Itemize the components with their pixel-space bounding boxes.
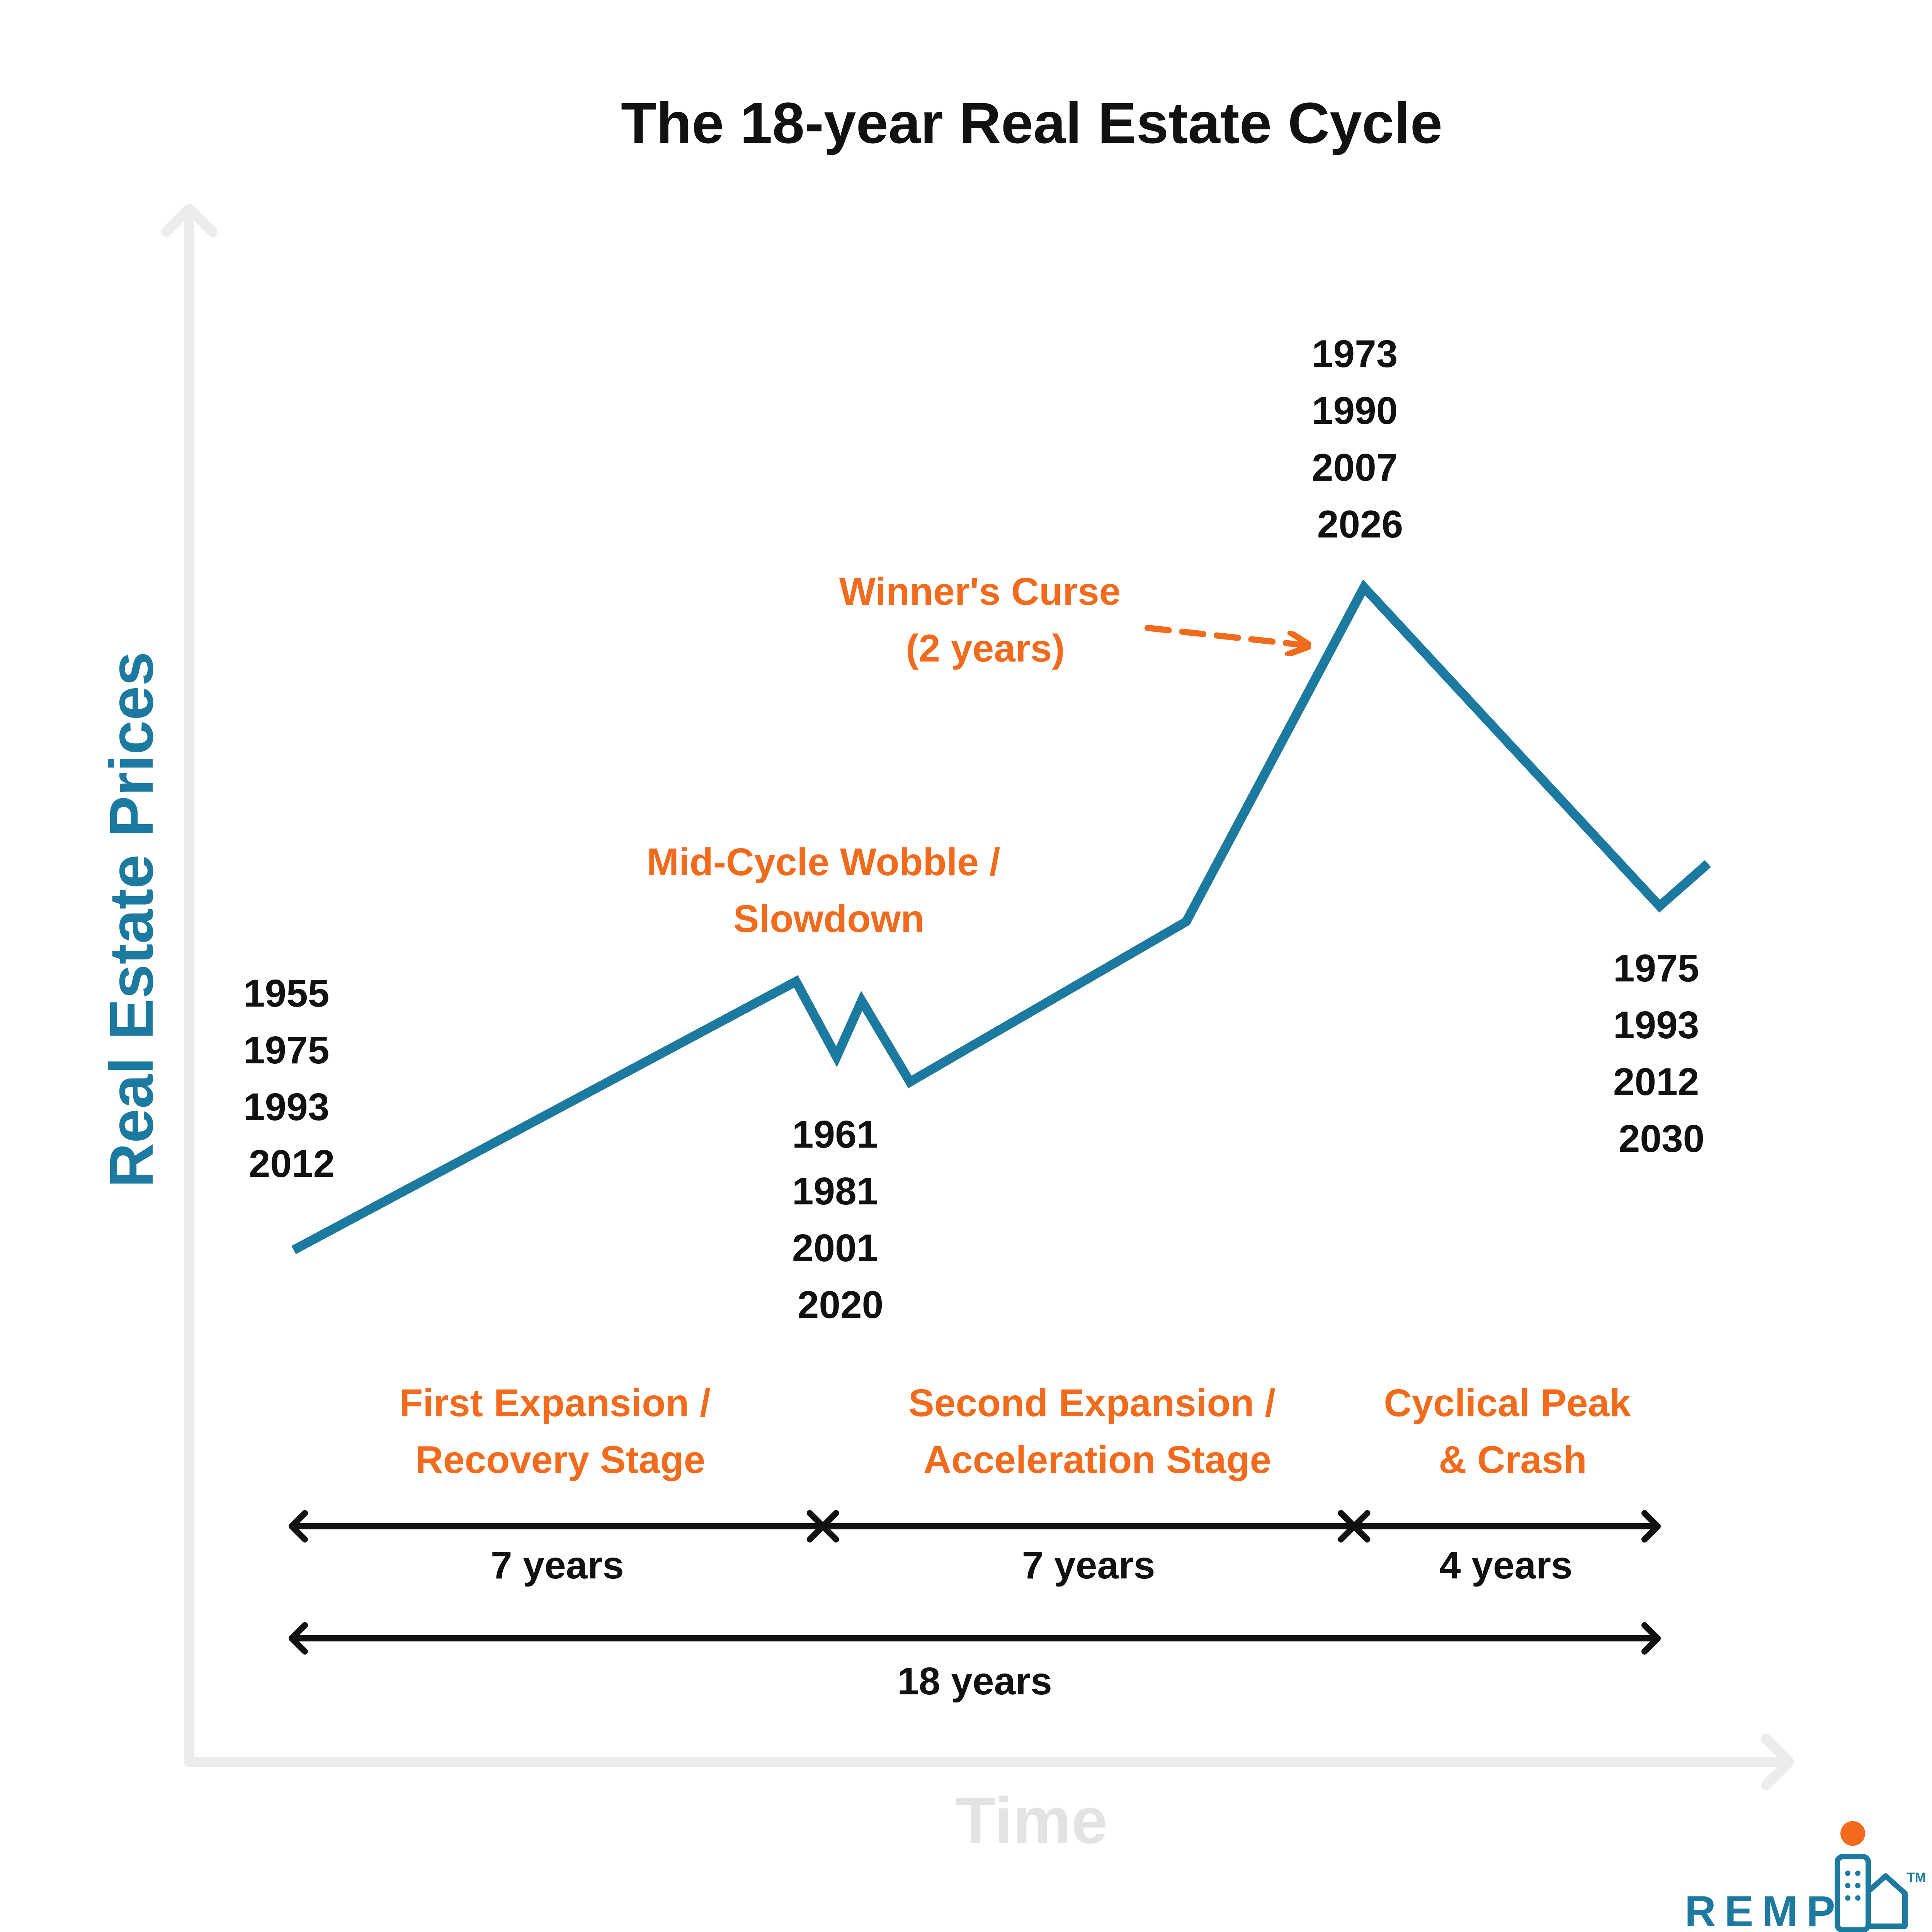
x-axis-label: Time — [956, 1784, 1108, 1857]
logo-house-icon — [1866, 1873, 1908, 1929]
year-label: 1975 — [243, 1029, 329, 1072]
x-axis-arrowhead — [1761, 1734, 1794, 1790]
chart-title: The 18-year Real Estate Cycle — [621, 90, 1442, 155]
year-label: 2012 — [1613, 1060, 1699, 1104]
y-axis-arrowhead — [161, 204, 218, 237]
year-label: 2001 — [792, 1226, 878, 1270]
rempic-logo: REMP TM — [1685, 1821, 1926, 1932]
year-label: 1955 — [243, 972, 329, 1015]
year-group-mid-cycle-low: 1961 1981 2001 2020 — [792, 1113, 889, 1327]
year-label: 1990 — [1312, 389, 1398, 432]
winners-curse-annotation: Winner's Curse (2 years) — [839, 570, 1131, 670]
price-cycle-line — [291, 579, 1711, 1254]
stage-duration-label: 7 years — [491, 1544, 624, 1587]
logo-dot-icon — [1840, 1821, 1865, 1846]
duration-arrows: 7 years 7 years 4 years 18 years — [289, 1510, 1661, 1703]
logo-building-icon — [1835, 1854, 1871, 1932]
stage-label-first-expansion: First Expansion / Recovery Stage — [399, 1381, 721, 1481]
year-label: 1981 — [792, 1170, 878, 1213]
year-group-peak: 1973 1990 2007 2026 — [1312, 332, 1408, 546]
year-group-bottom: 1975 1993 2012 2030 — [1613, 947, 1710, 1160]
stage-label-second-expansion: Second Expansion / Acceleration Stage — [908, 1381, 1286, 1481]
stage-duration-arrow — [1351, 1510, 1661, 1543]
stage-duration-label: 4 years — [1439, 1544, 1573, 1587]
year-label: 1993 — [243, 1085, 329, 1129]
year-label: 2020 — [798, 1283, 883, 1327]
stage-duration-arrow — [820, 1510, 1357, 1543]
year-label: 1973 — [1312, 332, 1398, 376]
stage-label-peak-crash: Cyclical Peak & Crash — [1384, 1381, 1641, 1481]
stage-duration-label: 7 years — [1022, 1544, 1155, 1587]
year-group-start: 1955 1975 1993 2012 — [243, 972, 340, 1185]
total-duration-arrow — [289, 1622, 1661, 1655]
year-label: 2012 — [249, 1142, 335, 1185]
logo-window-dots — [1845, 1871, 1861, 1901]
y-axis-label: Real Estate Prices — [97, 651, 166, 1188]
stage-duration-arrow — [289, 1510, 826, 1543]
winners-curse-arrow — [1145, 625, 1306, 645]
year-label: 1993 — [1613, 1003, 1699, 1047]
year-label: 2026 — [1317, 503, 1403, 546]
total-duration-label: 18 years — [897, 1660, 1052, 1703]
year-label: 1975 — [1613, 947, 1699, 990]
year-label: 2007 — [1312, 446, 1398, 489]
logo-wordmark: REMP — [1685, 1887, 1844, 1932]
logo-trademark: TM — [1907, 1870, 1926, 1885]
axes — [161, 204, 1794, 1790]
year-label: 1961 — [792, 1113, 878, 1156]
mid-cycle-wobble-annotation: Mid-Cycle Wobble / Slowdown — [647, 840, 1011, 940]
year-label: 2030 — [1619, 1117, 1704, 1160]
